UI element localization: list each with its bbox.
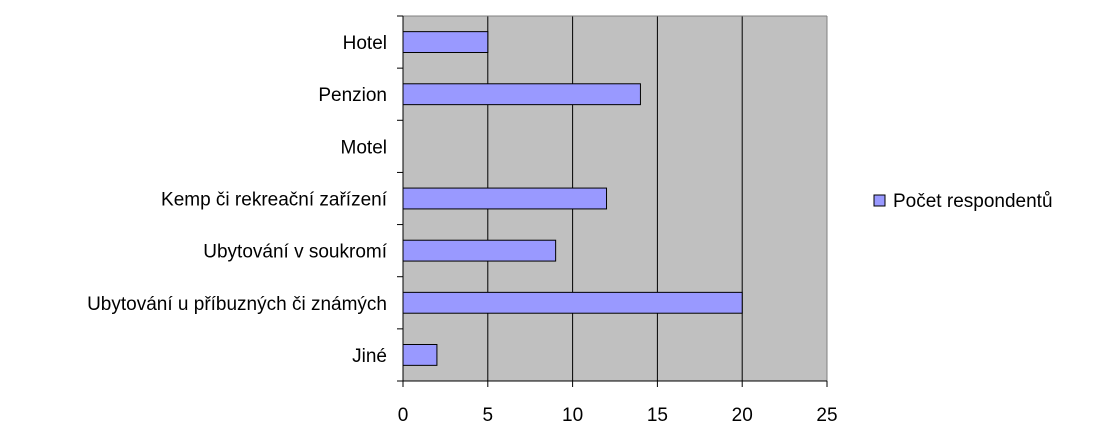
bars [402, 31, 743, 366]
category-labels: Hotel Penzion Motel Kemp či rekreační zaříz… [87, 33, 388, 367]
bar [402, 187, 608, 210]
legend-swatch [873, 194, 886, 207]
x-tick-label: 20 [732, 405, 753, 423]
category-label: Motel [341, 137, 387, 158]
x-tick-label: 0 [398, 405, 409, 423]
bar [402, 83, 641, 106]
y-axis-ticks [397, 15, 403, 382]
legend: Počet respondentů [873, 191, 1053, 212]
category-label: Ubytování u příbuzných či známých [87, 294, 387, 315]
bar [402, 31, 489, 53]
bar [402, 291, 743, 314]
category-label: Jiné [352, 346, 387, 367]
x-axis-ticks [402, 381, 828, 387]
category-label: Penzion [318, 85, 387, 106]
category-label: Kemp či rekreační zařízení [161, 190, 388, 211]
category-label: Hotel [343, 33, 387, 54]
legend-label: Počet respondentů [893, 191, 1053, 212]
x-tick-label: 15 [647, 405, 668, 423]
bar [402, 344, 438, 366]
x-tick-label: 5 [483, 405, 494, 423]
x-tick-labels: 0 5 10 15 20 25 [398, 405, 838, 423]
bar [402, 239, 557, 262]
category-label: Ubytování v soukromí [203, 242, 387, 263]
x-tick-label: 25 [816, 405, 837, 423]
x-tick-label: 10 [562, 405, 583, 423]
